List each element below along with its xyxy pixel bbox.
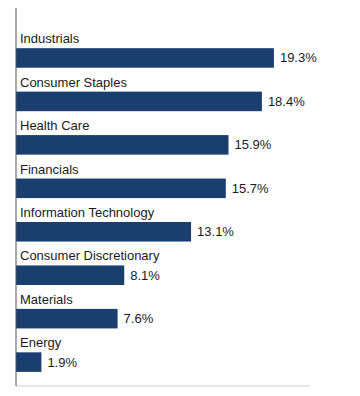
value-label: 7.6% <box>124 311 154 326</box>
value-label: 1.9% <box>47 355 77 370</box>
bar <box>16 309 118 329</box>
bar <box>16 222 191 242</box>
value-label: 13.1% <box>197 224 234 239</box>
category-label: Health Care <box>20 118 89 133</box>
value-label: 15.9% <box>234 137 271 152</box>
bar <box>16 179 226 199</box>
labels: 1.9% Energy 7.6% Materials 8.1% Consumer Disc… <box>20 31 317 369</box>
bar <box>16 265 124 285</box>
value-label: 8.1% <box>130 268 160 283</box>
bar <box>16 48 274 68</box>
category-label: Energy <box>20 335 62 350</box>
value-label: 15.7% <box>232 181 269 196</box>
category-label: Financials <box>20 162 79 177</box>
chart: 1.9% Energy 7.6% Materials 8.1% Consumer Disc… <box>0 0 360 396</box>
category-label: Materials <box>20 292 73 307</box>
category-label: Consumer Discretionary <box>20 248 160 263</box>
category-label: Information Technology <box>20 205 155 220</box>
chart-container: 1.9% Energy 7.6% Materials 8.1% Consumer Disc… <box>0 0 360 396</box>
x-axis-line <box>16 386 310 387</box>
value-label: 19.3% <box>280 50 317 65</box>
bar <box>16 92 262 112</box>
bar <box>16 352 41 372</box>
bars <box>16 48 274 372</box>
value-label: 18.4% <box>268 94 305 109</box>
bar <box>16 135 228 155</box>
category-label: Consumer Staples <box>20 75 127 90</box>
category-label: Industrials <box>20 31 80 46</box>
y-axis-line <box>16 8 17 386</box>
